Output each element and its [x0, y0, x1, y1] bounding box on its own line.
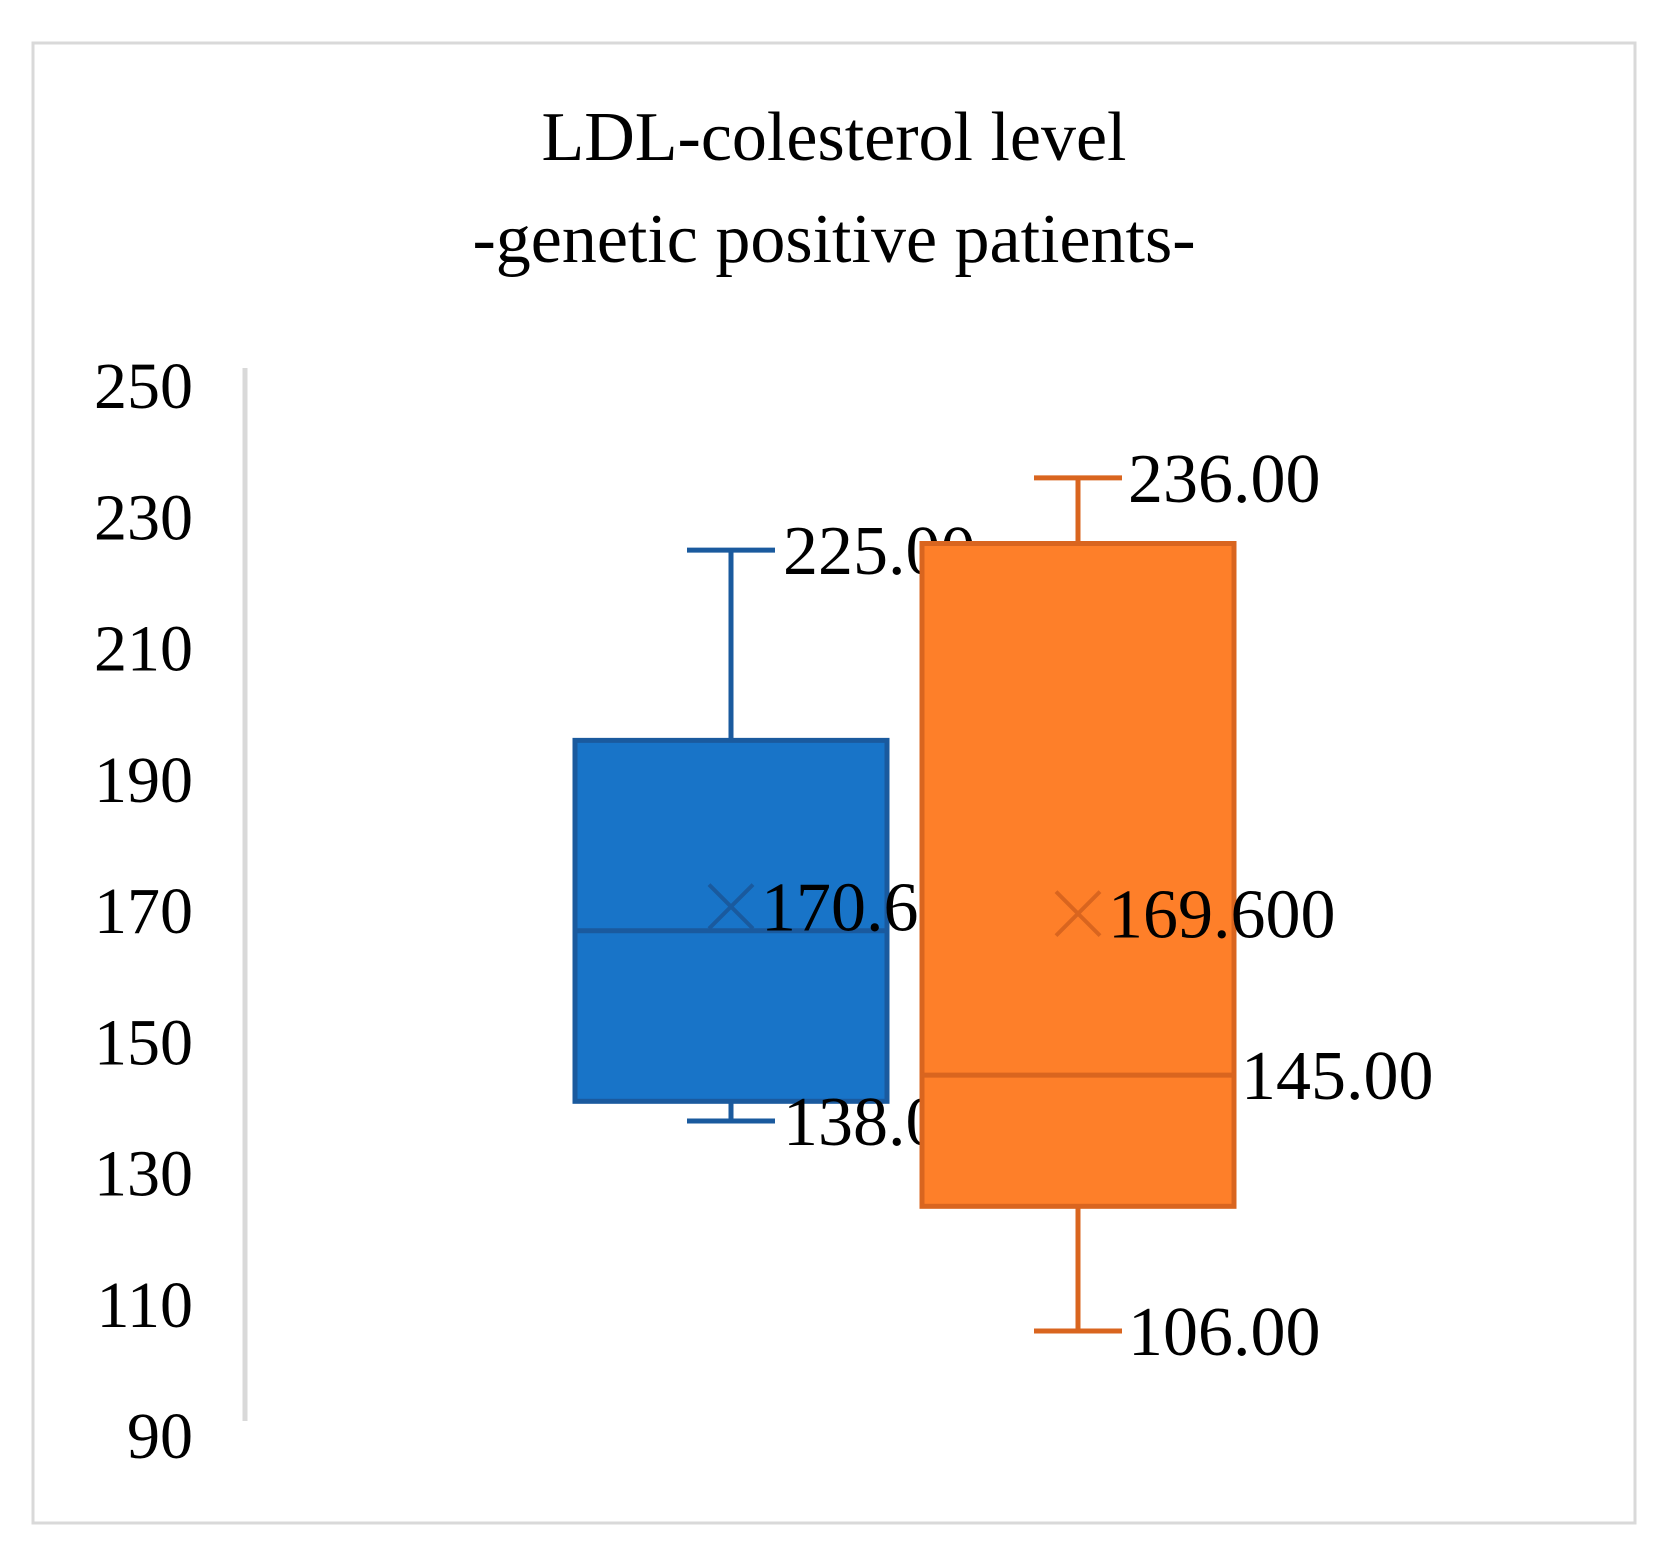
y-tick-label: 250 — [94, 350, 193, 423]
y-tick-label: 210 — [94, 613, 193, 686]
box-plots: 225.00138.00170.6667236.00106.00169.6001… — [572, 441, 1434, 1371]
y-tick-label: 230 — [94, 481, 193, 554]
box-series-2: 236.00 106.00 169.600 145.00 — [919, 441, 1434, 1371]
chart-subtitle: -genetic positive patients- — [472, 201, 1195, 278]
y-tick-label: 110 — [96, 1269, 193, 1342]
mean-label: 169.600 — [1108, 877, 1336, 954]
median-label: 145.00 — [1241, 1038, 1434, 1115]
iqr-box — [919, 541, 1237, 1209]
y-tick-label: 130 — [94, 1138, 193, 1211]
min-label: 106.00 — [1128, 1294, 1321, 1371]
y-tick-label: 150 — [94, 1006, 193, 1079]
y-axis-ticks: 90 110 130 150 170 190 210 230 250 — [94, 350, 193, 1473]
mean-marker — [707, 883, 755, 931]
y-tick-label: 170 — [94, 875, 193, 948]
mean-marker — [1054, 890, 1102, 938]
y-tick-label: 190 — [94, 744, 193, 817]
max-label: 236.00 — [1128, 441, 1321, 518]
y-tick-label: 90 — [127, 1400, 193, 1473]
iqr-box — [572, 737, 890, 1104]
chart-title: LDL-colesterol level — [541, 99, 1126, 176]
